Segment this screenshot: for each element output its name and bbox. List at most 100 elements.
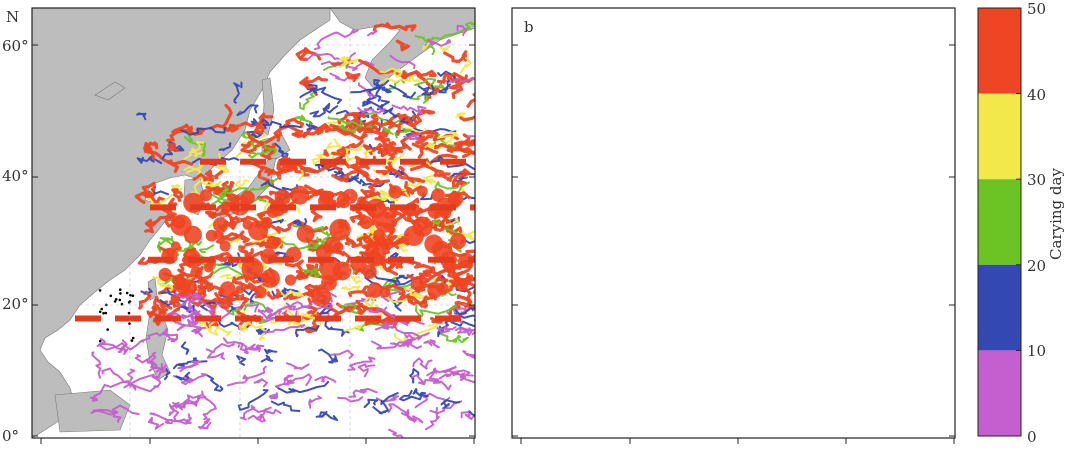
trajectory — [917, 278, 933, 294]
trajectory — [238, 324, 248, 332]
trajectory — [905, 102, 919, 107]
trajectory — [931, 61, 952, 66]
trajectory — [306, 190, 352, 201]
trajectory — [826, 327, 846, 337]
carrying-blob — [764, 228, 773, 237]
carrying-blob — [639, 173, 660, 194]
trajectory — [392, 240, 409, 252]
trajectory — [363, 120, 401, 136]
trajectory — [192, 170, 224, 182]
carrying-blob — [774, 171, 784, 181]
carrying-blob — [858, 116, 877, 135]
carrying-blob — [229, 194, 251, 216]
trajectory — [805, 250, 822, 259]
trajectory — [775, 362, 790, 368]
trajectory — [456, 24, 468, 37]
trajectory — [168, 394, 202, 417]
trajectory — [202, 177, 220, 188]
trajectory — [770, 222, 790, 230]
trajectory — [723, 249, 737, 264]
trajectory — [146, 306, 158, 318]
trajectory — [400, 412, 424, 424]
island-dot — [100, 307, 103, 311]
trajectory — [239, 283, 259, 304]
trajectory — [867, 316, 881, 326]
trajectory — [769, 274, 788, 282]
trajectory — [136, 155, 163, 165]
trajectory — [664, 261, 708, 267]
carrying-blob — [729, 138, 743, 152]
trajectory — [836, 91, 880, 101]
trajectory — [453, 173, 468, 183]
trajectory — [850, 227, 862, 236]
trajectory — [401, 69, 437, 80]
trajectory — [358, 155, 376, 170]
trajectory — [730, 124, 741, 135]
trajectory — [834, 107, 846, 115]
trajectory — [327, 234, 349, 248]
trajectory — [865, 265, 897, 277]
trajectory — [283, 373, 312, 387]
trajectory — [305, 226, 329, 233]
carrying-blob — [939, 158, 955, 174]
carrying-blob — [889, 206, 898, 215]
island-dot — [98, 289, 102, 292]
trajectory — [668, 351, 677, 358]
trajectory — [325, 120, 359, 128]
trajectory — [916, 178, 926, 192]
trajectory — [331, 146, 346, 158]
trajectory — [452, 276, 475, 293]
trajectory — [696, 228, 733, 236]
trajectory — [186, 167, 215, 184]
carrying-blob — [190, 266, 203, 279]
trajectory — [948, 142, 969, 148]
carrying-blob — [731, 263, 747, 279]
trajectory — [299, 311, 318, 323]
trajectory — [623, 310, 655, 317]
trajectory — [903, 416, 913, 424]
trajectory — [146, 193, 156, 203]
trajectory — [686, 90, 712, 103]
trajectory — [902, 325, 940, 335]
trajectory — [213, 252, 233, 259]
carrying-blob — [185, 254, 199, 269]
trajectory — [741, 313, 760, 322]
trajectory — [725, 122, 749, 130]
trajectory — [178, 273, 188, 289]
trajectory — [453, 277, 475, 287]
trajectory — [788, 26, 800, 35]
trajectory — [907, 362, 922, 369]
trajectory — [443, 218, 459, 226]
trajectory — [260, 251, 281, 262]
trajectory — [711, 310, 738, 328]
trajectory — [887, 146, 900, 151]
trajectory — [382, 320, 422, 341]
carrying-blob — [254, 286, 267, 299]
trajectory — [705, 191, 713, 200]
trajectory — [316, 256, 341, 267]
trajectory — [928, 184, 941, 196]
carrying-blob — [860, 189, 873, 202]
trajectory — [338, 55, 350, 68]
trajectory — [833, 77, 845, 99]
trajectory — [444, 187, 466, 203]
island-dot — [105, 303, 108, 307]
trajectory — [728, 175, 741, 188]
trajectory — [883, 323, 890, 328]
carrying-blob — [814, 298, 831, 315]
trajectory — [822, 123, 851, 129]
trajectory — [790, 43, 812, 50]
trajectory — [466, 92, 475, 108]
land-mass — [664, 178, 685, 215]
trajectory — [361, 99, 384, 111]
trajectory — [287, 319, 310, 331]
trajectory — [858, 105, 891, 117]
trajectory — [661, 110, 700, 133]
trajectory — [433, 274, 456, 287]
trajectory — [696, 119, 720, 131]
trajectory — [871, 101, 896, 111]
trajectory — [915, 112, 951, 134]
trajectory — [834, 89, 863, 97]
carrying-blob — [410, 277, 424, 291]
trajectory — [160, 253, 174, 263]
